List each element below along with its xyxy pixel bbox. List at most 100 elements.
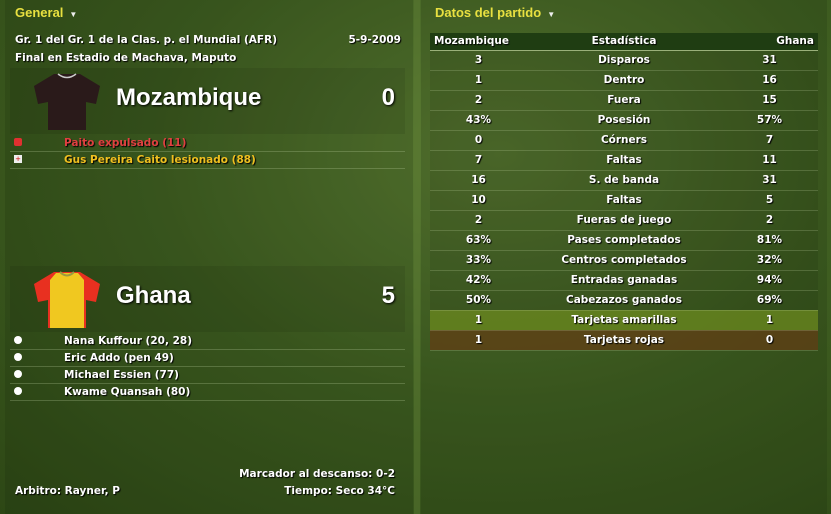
home-value: 1	[430, 330, 527, 351]
stats-panel: Datos del partido ▼ Mozambique Estadístic…	[421, 0, 827, 514]
ball-icon	[14, 353, 22, 361]
panel-divider[interactable]	[414, 0, 420, 514]
stat-row: 1 Dentro 16	[430, 70, 818, 91]
goal-text: Eric Addo (pen 49)	[64, 352, 174, 364]
goal-row: Kwame Quansah (80)	[10, 384, 405, 401]
event-row: Paito expulsado (11)	[10, 135, 405, 152]
general-dropdown[interactable]: General ▼	[15, 5, 77, 20]
stat-label: Cabezazos ganados	[527, 290, 721, 311]
stat-label: Dentro	[527, 70, 721, 91]
event-row: + Gus Pereira Caito lesionado (88)	[10, 152, 405, 169]
away-shirt-icon	[34, 271, 100, 328]
stat-row: 10 Faltas 5	[430, 190, 818, 211]
stat-label: S. de banda	[527, 170, 721, 191]
stat-label: Entradas ganadas	[527, 270, 721, 291]
header-away: Ghana	[721, 33, 818, 51]
dropdown-arrow-icon: ▼	[69, 10, 78, 19]
home-score: 0	[381, 84, 395, 111]
header-stat: Estadística	[527, 33, 721, 51]
away-value: 31	[721, 170, 818, 191]
away-value: 94%	[721, 270, 818, 291]
home-value: 63%	[430, 230, 527, 251]
goal-text: Kwame Quansah (80)	[64, 386, 191, 398]
red-card-icon	[14, 138, 22, 146]
stat-row: 33% Centros completados 32%	[430, 250, 818, 271]
away-team: Ghana 5	[10, 266, 405, 332]
home-value: 43%	[430, 110, 527, 131]
event-text: Paito expulsado (11)	[64, 137, 187, 149]
away-value: 15	[721, 90, 818, 111]
away-score: 5	[381, 282, 395, 309]
goal-text: Michael Essien (77)	[64, 369, 179, 381]
home-value: 1	[430, 70, 527, 91]
stat-label: Faltas	[527, 190, 721, 211]
competition: Gr. 1 del Gr. 1 de la Clas. p. el Mundia…	[15, 34, 277, 46]
away-value: 0	[721, 330, 818, 351]
home-value: 2	[430, 210, 527, 231]
home-value: 1	[430, 310, 527, 331]
away-value: 57%	[721, 110, 818, 131]
stat-row: 0 Córners 7	[430, 130, 818, 151]
venue: Final en Estadio de Machava, Maputo	[15, 52, 237, 64]
halftime-score: Marcador al descanso: 0-2	[239, 468, 395, 480]
away-value: 11	[721, 150, 818, 171]
home-value: 42%	[430, 270, 527, 291]
away-value: 31	[721, 50, 818, 71]
ball-icon	[14, 336, 22, 344]
away-value: 69%	[721, 290, 818, 311]
home-shirt-icon	[34, 73, 100, 130]
match-date: 5-9-2009	[348, 34, 401, 46]
home-value: 10	[430, 190, 527, 211]
stat-label: Centros completados	[527, 250, 721, 271]
stat-row: 16 S. de banda 31	[430, 170, 818, 191]
stat-label: Tarjetas amarillas	[527, 310, 721, 331]
stat-label: Disparos	[527, 50, 721, 71]
stat-row: 42% Entradas ganadas 94%	[430, 270, 818, 291]
away-value: 81%	[721, 230, 818, 251]
stat-label: Pases completados	[527, 230, 721, 251]
stat-row: 7 Faltas 11	[430, 150, 818, 171]
general-title: General	[15, 5, 64, 20]
away-value: 1	[721, 310, 818, 331]
injury-icon: +	[14, 155, 22, 163]
goal-row: Nana Kuffour (20, 28)	[10, 333, 405, 350]
home-value: 16	[430, 170, 527, 191]
weather: Tiempo: Seco 34°C	[284, 485, 395, 497]
away-value: 7	[721, 130, 818, 151]
dropdown-arrow-icon: ▼	[547, 10, 556, 19]
home-value: 50%	[430, 290, 527, 311]
stat-row: 3 Disparos 31	[430, 50, 818, 71]
home-value: 0	[430, 130, 527, 151]
event-text: Gus Pereira Caito lesionado (88)	[64, 154, 256, 166]
referee: Arbitro: Rayner, P	[15, 485, 120, 497]
stat-row: 50% Cabezazos ganados 69%	[430, 290, 818, 311]
away-value: 5	[721, 190, 818, 211]
stats-table: Mozambique Estadística Ghana 3 Disparos 31…	[430, 33, 818, 351]
stat-label: Posesión	[527, 110, 721, 131]
stat-label: Fueras de juego	[527, 210, 721, 231]
stat-row: 1 Tarjetas rojas 0	[430, 330, 818, 351]
stats-title: Datos del partido	[435, 5, 542, 20]
stats-dropdown[interactable]: Datos del partido ▼	[435, 5, 555, 20]
away-team-name: Ghana	[116, 282, 191, 309]
home-team: Mozambique 0	[10, 68, 405, 134]
stat-row: 63% Pases completados 81%	[430, 230, 818, 251]
stat-label: Fuera	[527, 90, 721, 111]
away-value: 32%	[721, 250, 818, 271]
home-value: 33%	[430, 250, 527, 271]
home-team-name: Mozambique	[116, 84, 262, 111]
home-value: 3	[430, 50, 527, 71]
ball-icon	[14, 387, 22, 395]
stat-row: 43% Posesión 57%	[430, 110, 818, 131]
away-value: 16	[721, 70, 818, 91]
away-value: 2	[721, 210, 818, 231]
stat-row: 2 Fuera 15	[430, 90, 818, 111]
stat-label: Faltas	[527, 150, 721, 171]
stat-label: Tarjetas rojas	[527, 330, 721, 351]
home-value: 7	[430, 150, 527, 171]
header-home: Mozambique	[430, 33, 527, 51]
stat-label: Córners	[527, 130, 721, 151]
stat-row: 1 Tarjetas amarillas 1	[430, 310, 818, 331]
home-value: 2	[430, 90, 527, 111]
general-panel: General ▼ Gr. 1 del Gr. 1 de la Clas. p. …	[5, 0, 413, 514]
